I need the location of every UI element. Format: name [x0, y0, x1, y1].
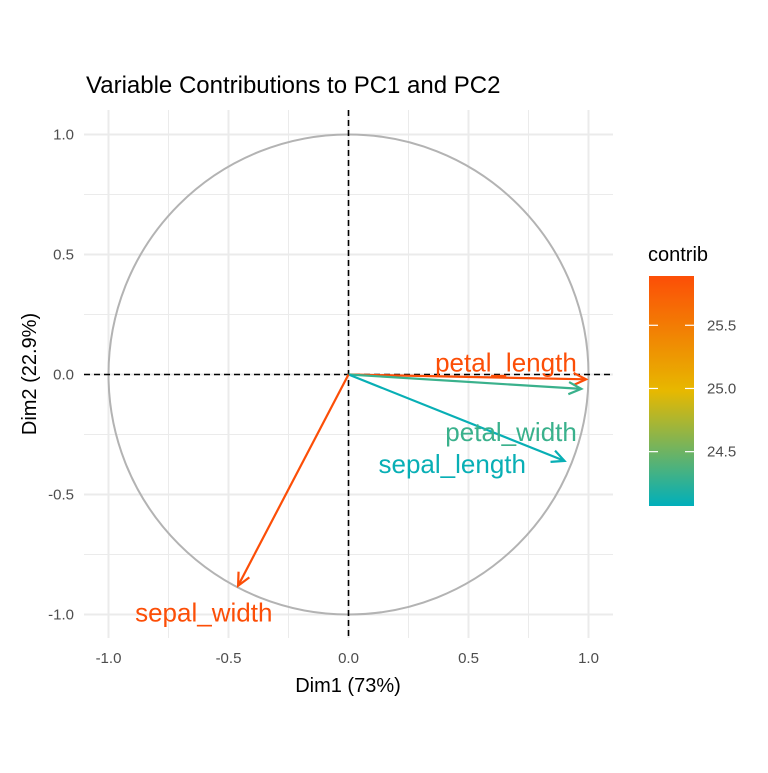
variable-arrows	[236, 371, 589, 588]
legend-tick-label: 24.5	[707, 444, 736, 461]
arrow-sepal-length	[348, 373, 567, 463]
label-sepal-length: sepal_length	[379, 449, 526, 479]
arrow-shaft	[348, 373, 587, 381]
x-tick-label: -1.0	[96, 650, 122, 667]
legend-title: contrib	[648, 244, 708, 266]
arrow-petal-width	[348, 373, 584, 396]
arrow-shaft	[348, 373, 582, 390]
legend-tick-label: 25.0	[707, 380, 736, 397]
arrow-head	[236, 571, 250, 588]
arrow-head	[572, 371, 589, 387]
arrow-petal-length	[348, 371, 589, 387]
x-tick-label: 0.5	[458, 650, 479, 667]
y-tick-label: 0.5	[53, 247, 74, 264]
x-axis-ticks: -1.0 -0.5 0.0 0.5 1.0	[96, 650, 599, 667]
legend-ticks: 24.5 25.0 25.5	[649, 317, 736, 461]
y-axis-title: Dim2 (22.9%)	[19, 313, 41, 435]
x-axis-title: Dim1 (73%)	[295, 675, 401, 697]
y-tick-label: -1.0	[48, 607, 74, 624]
chart-title: Variable Contributions to PC1 and PC2	[86, 72, 500, 99]
y-axis-ticks: -1.0 -0.5 0.0 0.5 1.0	[48, 127, 74, 624]
y-tick-label: -0.5	[48, 487, 74, 504]
legend-tick-label: 25.5	[707, 317, 736, 334]
label-sepal-width: sepal_width	[135, 598, 272, 628]
color-legend: contrib 24.5 25.0 25.5	[648, 244, 736, 506]
label-petal-length: petal_length	[435, 347, 577, 377]
arrow-head	[550, 449, 567, 463]
arrow-shaft	[237, 373, 350, 587]
arrow-sepal-width	[236, 373, 350, 588]
y-tick-label: 0.0	[53, 367, 74, 384]
legend-colorbar	[649, 276, 694, 506]
x-tick-label: -0.5	[216, 650, 242, 667]
arrow-shaft	[348, 373, 565, 462]
label-petal-width: petal_width	[445, 417, 577, 447]
arrow-head	[567, 381, 584, 396]
x-tick-label: 0.0	[338, 650, 359, 667]
y-tick-label: 1.0	[53, 127, 74, 144]
x-tick-label: 1.0	[578, 650, 599, 667]
variable-labels: petal_length petal_widthsepal_lengthsepal…	[135, 347, 577, 627]
